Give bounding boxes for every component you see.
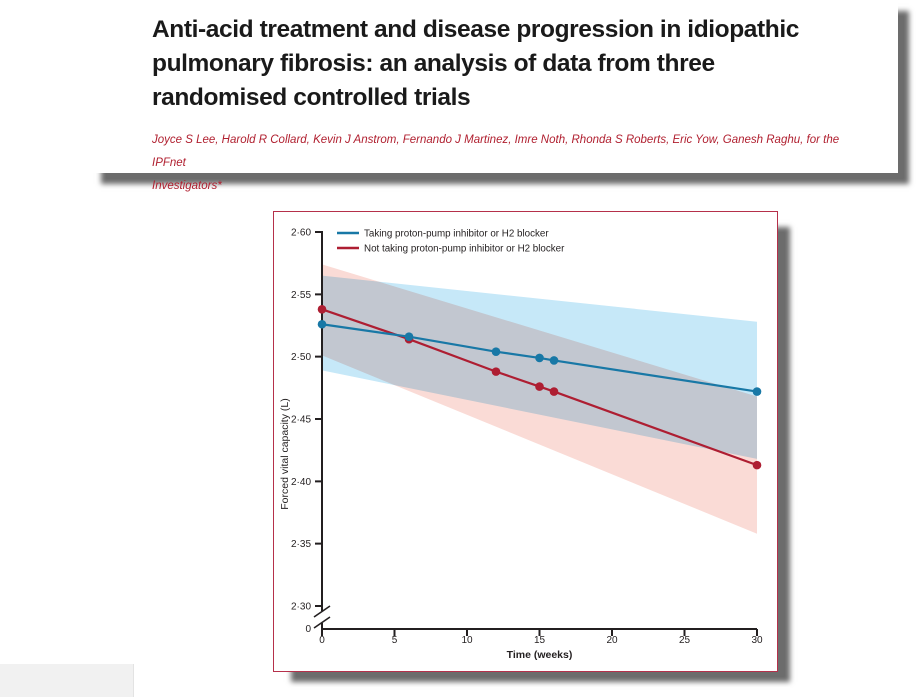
- x-tick-label: 25: [679, 635, 691, 646]
- data-point: [752, 387, 762, 396]
- ci-band: [322, 264, 757, 534]
- y-tick-label: 2·55: [291, 290, 311, 301]
- data-point: [404, 332, 414, 342]
- fvc-chart: 2·60 2·55 2·50 2·45 2·40 2·35 2·30 00 5 10 15 20 25 3…: [279, 228, 763, 662]
- bottom-left-gray-box: [0, 664, 134, 697]
- data-point: [549, 387, 559, 396]
- axis-labels: 2·60 2·55 2·50 2·45 2·40 2·35 2·30 00 5 10 15 20 25 3…: [279, 228, 763, 662]
- y-tick-label: 2·30: [291, 602, 311, 613]
- axes: [313, 231, 758, 636]
- figure-card: 2·60 2·55 2·50 2·45 2·40 2·35 2·30 0 0 5 10 15 20 25 3…: [273, 211, 778, 672]
- data-point: [752, 460, 762, 470]
- y-tick-label: 2·50: [291, 352, 311, 363]
- data-point: [535, 382, 544, 391]
- axis-lines: [315, 231, 758, 636]
- article-authors-line: Joyce S Lee, Harold R Collard, Kevin J A…: [152, 134, 840, 169]
- x-tick-label: 30: [751, 635, 763, 646]
- article-title-line: randomised controlled trials: [152, 84, 471, 111]
- ci-bands: [322, 264, 757, 534]
- y-zero-label: 0: [305, 624, 311, 635]
- y-tick-label: 2·45: [291, 415, 311, 426]
- x-tick-label: 10: [461, 635, 473, 646]
- legend-label: Not taking proton-pump inhibitor or H2 b…: [364, 243, 565, 254]
- series-line: [321, 323, 758, 393]
- article-authors-line: Investigators*: [152, 180, 222, 192]
- y-tick-label: 2·40: [291, 477, 311, 488]
- x-tick-label: 0: [319, 635, 325, 646]
- data-point: [535, 353, 544, 363]
- data-point: [317, 304, 327, 314]
- y-tick-label: 2·60: [291, 228, 311, 239]
- article-authors: Joyce S Lee, Harold R Collard, Kevin J A…: [152, 129, 874, 198]
- article-header-card: Anti-acid treatment and disease progress…: [84, 0, 898, 192]
- axis-break-icon: [313, 605, 331, 629]
- y-axis-title: Forced vital capacity (L): [279, 398, 291, 509]
- x-axis-title: Time (weeks): [507, 649, 573, 661]
- data-point: [317, 319, 327, 329]
- legend-label: Taking proton-pump inhibitor or H2 block…: [364, 228, 549, 239]
- y-tick-label: 2·35: [291, 539, 311, 550]
- legend: Taking proton-pump inhibitor or H2 block…: [337, 228, 565, 254]
- data-point: [491, 367, 501, 376]
- data-point: [491, 347, 501, 356]
- data-point: [549, 356, 559, 365]
- x-tick-label: 5: [392, 635, 398, 646]
- x-tick-label: 20: [606, 635, 618, 646]
- article-title: Anti-acid treatment and disease progress…: [152, 13, 874, 115]
- article-title-line: Anti-acid treatment and disease progress…: [152, 16, 799, 43]
- series: [317, 304, 762, 470]
- x-tick-label: 15: [534, 635, 546, 646]
- article-title-line: pulmonary fibrosis: an analysis of data …: [152, 50, 715, 77]
